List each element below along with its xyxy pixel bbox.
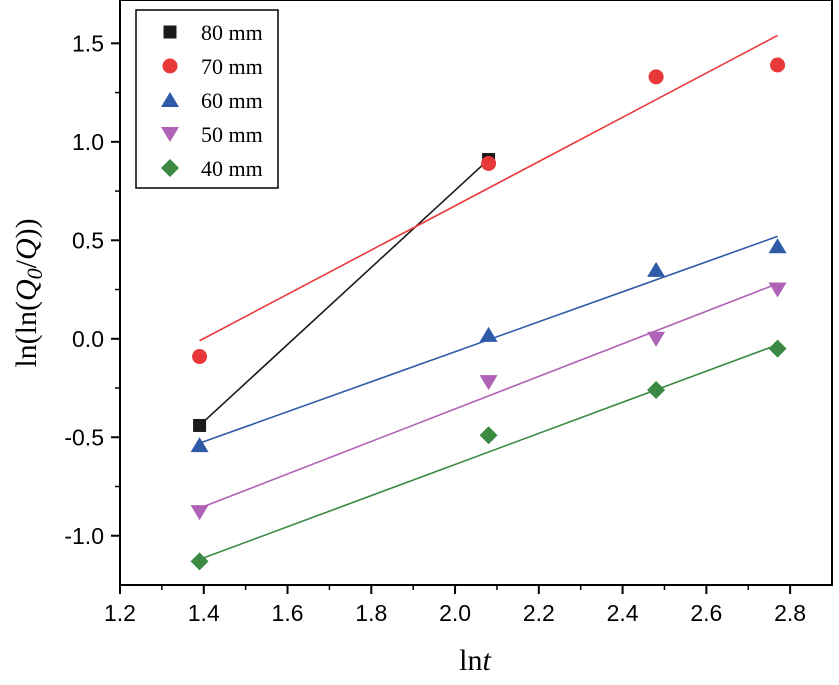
point-70mm-1 <box>481 155 497 171</box>
axis-ticks: 1.2 1.4 1.6 1.8 2.0 2.2 2.4 2.6 2.8 -1.0 -0.5 0.0 0.… <box>64 30 806 626</box>
point-40mm-0 <box>190 552 209 571</box>
point-50mm-0 <box>190 505 209 521</box>
legend-label-60mm: 60 mm <box>201 88 263 113</box>
point-60mm-2 <box>647 261 666 277</box>
point-60mm-0 <box>190 437 209 453</box>
legend-marker-80mm <box>163 25 177 39</box>
y-tick-label-1: -0.5 <box>64 424 104 450</box>
x-tick-label-6: 2.4 <box>607 600 639 626</box>
legend: 80 mm 70 mm 60 mm 50 mm 40 mm <box>135 9 279 189</box>
fit-line-70mm <box>199 34 778 342</box>
legend-box <box>135 9 279 189</box>
plot-frame <box>119 0 833 586</box>
point-40mm-2 <box>647 381 666 399</box>
legend-label-40mm: 40 mm <box>201 156 263 181</box>
legend-label-70mm: 70 mm <box>201 54 263 79</box>
x-tick-label-1: 1.4 <box>188 600 220 626</box>
fit-lines <box>199 34 778 561</box>
y-tick-label-0: -1.0 <box>64 523 104 549</box>
legend-label-50mm: 50 mm <box>201 122 263 147</box>
fit-line-80mm <box>199 158 490 427</box>
x-tick-label-2: 1.6 <box>272 600 304 626</box>
x-tick-label-7: 2.6 <box>690 600 722 626</box>
legend-marker-60mm <box>161 92 179 107</box>
point-50mm-3 <box>768 282 787 298</box>
legend-label-80mm: 80 mm <box>201 20 263 45</box>
x-axis-title: lnt <box>459 644 491 677</box>
x-tick-label-8: 2.8 <box>774 600 806 626</box>
x-tick-label-0: 1.2 <box>104 600 136 626</box>
x-tick-label-3: 1.8 <box>355 600 387 626</box>
point-40mm-3 <box>768 339 787 358</box>
point-40mm-1 <box>479 426 498 445</box>
y-tick-label-3: 0.5 <box>72 227 104 253</box>
x-tick-label-4: 2.0 <box>439 600 471 626</box>
point-60mm-1 <box>479 326 498 342</box>
fit-line-40mm <box>199 343 778 561</box>
legend-markers <box>161 25 179 177</box>
x-tick-label-5: 2.2 <box>523 600 555 626</box>
point-70mm-0 <box>192 349 208 365</box>
y-tick-label-5: 1.5 <box>72 30 104 56</box>
point-60mm-3 <box>768 238 787 254</box>
point-70mm-3 <box>770 57 786 73</box>
legend-marker-40mm <box>161 159 179 177</box>
point-80mm-0 <box>193 418 207 432</box>
y-axis-title: ln(ln(Q0/Q)) <box>10 218 47 367</box>
legend-marker-50mm <box>161 127 179 142</box>
point-50mm-1 <box>479 375 498 391</box>
y-tick-label-4: 1.0 <box>72 129 104 155</box>
fit-line-50mm <box>199 282 778 509</box>
legend-marker-70mm <box>162 58 178 74</box>
data-points <box>190 57 787 571</box>
point-70mm-2 <box>648 69 664 85</box>
y-tick-label-2: 0.0 <box>72 326 104 352</box>
point-50mm-2 <box>647 331 666 347</box>
